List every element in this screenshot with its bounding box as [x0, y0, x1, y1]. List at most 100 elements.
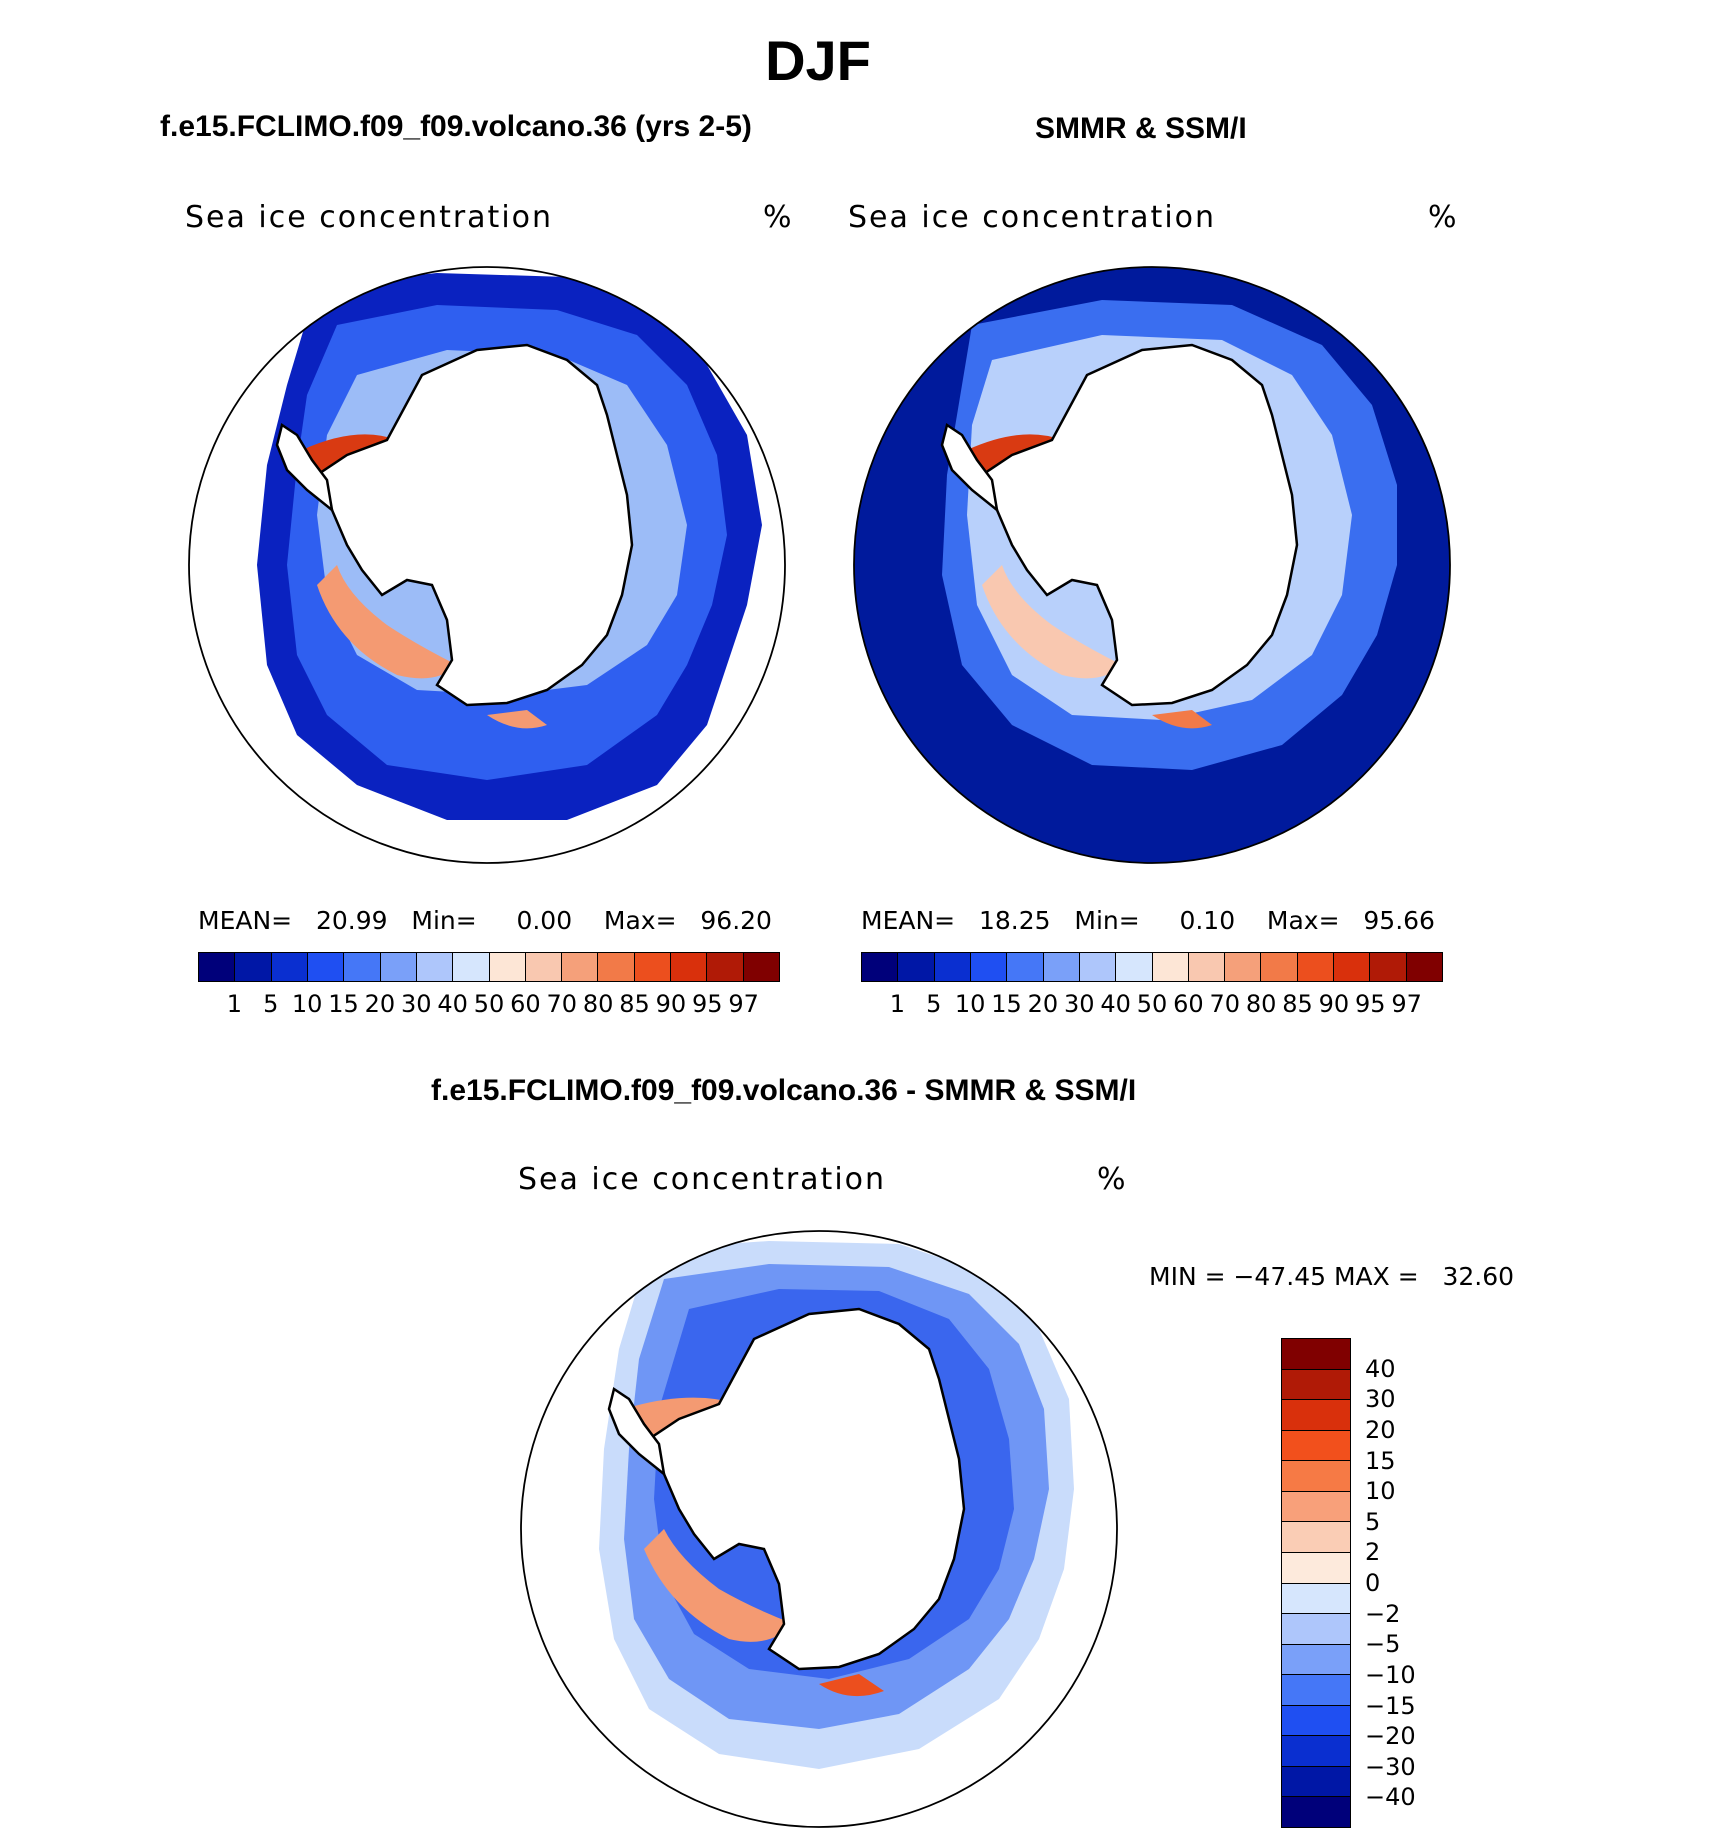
model-colorbar-tick-label: 85 — [619, 990, 650, 1018]
obs-colorbar-tick-label: 90 — [1318, 990, 1350, 1018]
model-colorbar — [198, 952, 780, 982]
antarctica-landmass — [315, 343, 634, 707]
model-min-value: 0.00 — [516, 906, 573, 935]
obs-colorbar-swatch — [934, 953, 971, 981]
diff-colorbar-tick-label: 2 — [1365, 1538, 1381, 1567]
model-colorbar-swatch — [598, 953, 635, 981]
model-mean-label: MEAN= — [198, 906, 293, 935]
diff-colorbar-swatch — [1282, 1644, 1350, 1676]
model-min-label: Min= — [411, 906, 477, 935]
model-colorbar-swatch — [489, 953, 526, 981]
model-stats-line: MEAN= 20.99 Min= 0.00 Max= 96.20 — [198, 906, 772, 935]
diff-colorbar-swatch — [1282, 1614, 1350, 1645]
model-polar-map — [188, 266, 786, 864]
model-map-boundary — [188, 266, 786, 864]
model-colorbar-tick-label: 1 — [226, 990, 243, 1018]
obs-colorbar-tick-label: 95 — [1354, 990, 1386, 1018]
diff-colorbar-tick-label: −15 — [1365, 1691, 1416, 1720]
model-colorbar-tick-label: 30 — [400, 990, 432, 1018]
diff-colorbar-swatch — [1282, 1491, 1350, 1523]
diff-colorbar-swatch — [1282, 1522, 1350, 1553]
model-colorbar-ticks: 1 5 10 15 20 30 40 50 60 70 80 85 90 95 97 — [198, 990, 780, 1020]
diff-colorbar-tick-label: −20 — [1365, 1722, 1416, 1751]
diff-colorbar-swatch — [1282, 1766, 1350, 1798]
diff-colorbar-tick-label: 40 — [1365, 1354, 1396, 1383]
model-ross-sea-warm — [317, 565, 457, 679]
diff-colorbar-swatch — [1282, 1430, 1350, 1462]
model-colorbar-tick-label: 90 — [655, 990, 687, 1018]
obs-colorbar-ticks: 1 5 10 15 20 30 40 50 60 70 80 85 90 95 97 — [861, 990, 1443, 1020]
diff-ross-positive — [644, 1529, 794, 1642]
diff-colorbar-tick-label: 20 — [1365, 1415, 1396, 1444]
obs-units-label: % — [1428, 200, 1457, 235]
diff-panel-title: f.e15.FCLIMO.f09_f09.volcano.36 - SMMR &… — [431, 1074, 1137, 1107]
obs-colorbar-tick-label: 5 — [926, 990, 942, 1018]
diff-colorbar-swatch — [1282, 1369, 1350, 1401]
model-ice-edge-warm-2 — [487, 710, 547, 729]
obs-stats-line: MEAN= 18.25 Min= 0.10 Max= 95.66 — [861, 906, 1435, 935]
season-title: DJF — [765, 29, 871, 92]
antarctic-peninsula — [275, 422, 334, 514]
diff-stats-line: MIN = −47.45 MAX = 32.60 — [1149, 1262, 1515, 1291]
obs-colorbar-tick-label: 80 — [1245, 990, 1277, 1018]
model-colorbar-swatch — [671, 953, 708, 981]
model-colorbar-swatch — [707, 953, 744, 981]
diff-colorbar-swatch — [1282, 1400, 1350, 1431]
obs-colorbar-swatch — [1043, 953, 1080, 981]
diff-colorbar-tick-label: −40 — [1365, 1783, 1416, 1812]
diff-colorbar-swatch — [1282, 1461, 1350, 1492]
diff-units-label: % — [1097, 1162, 1126, 1197]
model-colorbar-tick-label: 5 — [263, 990, 279, 1018]
diff-colorbar-tick-label: 15 — [1365, 1446, 1396, 1475]
obs-colorbar-swatch — [1406, 953, 1442, 981]
diff-map-boundary — [520, 1230, 1118, 1828]
model-colorbar-tick-label: 40 — [437, 990, 468, 1018]
antarctica-landmass — [980, 343, 1299, 707]
diff-colorbar-tick-label: 5 — [1365, 1507, 1381, 1536]
model-colorbar-tick-label: 15 — [328, 990, 359, 1018]
model-colorbar-tick-label: 50 — [473, 990, 505, 1018]
model-max-value: 96.20 — [700, 906, 772, 935]
diff-colorbar-swatch — [1282, 1339, 1350, 1370]
obs-max-label: Max= — [1266, 906, 1340, 935]
obs-colorbar-tick-label: 15 — [991, 990, 1022, 1018]
obs-ice-edge-warm — [1152, 710, 1212, 729]
obs-colorbar-swatch — [1188, 953, 1226, 981]
diff-colorbar-ticks: 40 30 20 15 10 5 2 0 −2 −5 −10 −15 −20 −30 −40 — [1365, 1338, 1465, 1828]
obs-colorbar-tick-label: 30 — [1063, 990, 1095, 1018]
diff-polar-map — [520, 1230, 1118, 1828]
obs-colorbar-swatch — [1370, 953, 1407, 981]
model-max-label: Max= — [603, 906, 677, 935]
obs-colorbar-tick-label: 50 — [1136, 990, 1168, 1018]
diff-colorbar-tick-label: 0 — [1365, 1569, 1381, 1597]
diff-colorbar-swatch — [1282, 1675, 1350, 1706]
model-colorbar-swatch — [344, 953, 381, 981]
obs-mean-label: MEAN= — [861, 906, 956, 935]
obs-colorbar-tick-label: 70 — [1209, 990, 1241, 1018]
diff-colorbar-swatch — [1282, 1583, 1350, 1615]
model-colorbar-tick-label: 10 — [291, 990, 323, 1018]
model-colorbar-tick-label: 80 — [582, 990, 614, 1018]
obs-colorbar-tick-label: 40 — [1100, 990, 1131, 1018]
obs-colorbar-swatch — [1007, 953, 1044, 981]
obs-colorbar-swatch — [898, 953, 935, 981]
diff-colorbar-swatch — [1282, 1797, 1350, 1827]
obs-colorbar-swatch — [862, 953, 899, 981]
obs-colorbar-swatch — [1079, 953, 1117, 981]
model-colorbar-swatch — [453, 953, 490, 981]
obs-variable-label: Sea ice concentration — [848, 200, 1217, 235]
obs-mean-value: 18.25 — [978, 906, 1051, 935]
model-colorbar-swatch — [199, 953, 236, 981]
obs-colorbar-swatch — [1334, 953, 1371, 981]
obs-colorbar — [861, 952, 1443, 982]
model-colorbar-tick-label: 97 — [728, 990, 759, 1018]
model-colorbar-tick-label: 60 — [510, 990, 541, 1018]
model-colorbar-swatch — [562, 953, 599, 981]
diff-colorbar-tick-label: −5 — [1365, 1630, 1401, 1659]
obs-colorbar-tick-label: 1 — [889, 990, 906, 1018]
model-mean-value: 20.99 — [315, 906, 388, 935]
obs-ross-sea-warm — [982, 565, 1122, 679]
obs-min-label: Min= — [1074, 906, 1140, 935]
diff-colorbar-tick-label: −10 — [1365, 1660, 1416, 1689]
obs-max-value: 95.66 — [1363, 906, 1435, 935]
